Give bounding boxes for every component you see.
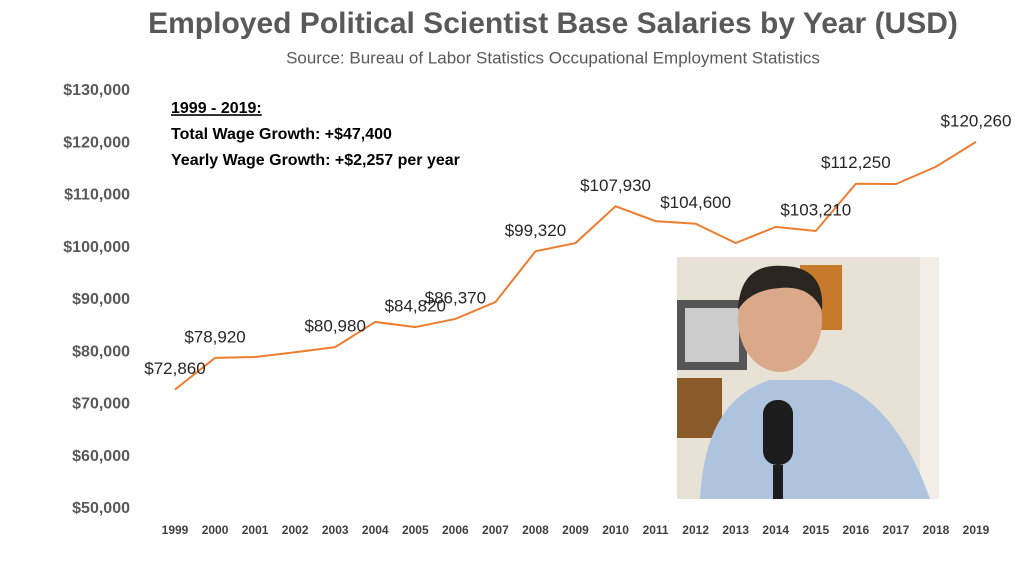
- x-tick-label: 2012: [682, 523, 709, 537]
- x-tick-label: 2009: [562, 523, 589, 537]
- data-label: $104,600: [660, 193, 731, 212]
- y-tick-label: $120,000: [63, 134, 130, 151]
- y-tick-label: $110,000: [64, 187, 130, 204]
- x-tick-label: 2003: [322, 523, 349, 537]
- data-label: $78,920: [184, 327, 245, 346]
- x-tick-label: 2004: [362, 523, 389, 537]
- y-tick-label: $130,000: [63, 82, 130, 99]
- x-tick-label: 2001: [242, 523, 269, 537]
- data-line: [174, 141, 977, 391]
- y-tick-label: $50,000: [72, 500, 130, 517]
- x-tick-label: 2018: [923, 523, 950, 537]
- y-tick-label: $70,000: [72, 396, 130, 413]
- data-label: $107,930: [580, 176, 651, 195]
- data-label: $84,820: [385, 297, 446, 316]
- x-tick-label: 2010: [602, 523, 629, 537]
- x-tick-label: 2014: [762, 523, 789, 537]
- data-label: $103,210: [780, 200, 851, 219]
- x-tick-label: 1999: [162, 523, 189, 537]
- x-tick-label: 2008: [522, 523, 549, 537]
- data-label: $112,250: [821, 153, 891, 172]
- annotation: 1999 - 2019:: [171, 100, 262, 117]
- x-tick-label: 2013: [722, 523, 749, 537]
- y-tick-label: $100,000: [63, 239, 130, 256]
- data-label: $120,260: [941, 111, 1012, 130]
- x-tick-label: 2006: [442, 523, 469, 537]
- x-tick-label: 2000: [202, 523, 229, 537]
- chart-title: Employed Political Scientist Base Salari…: [148, 7, 958, 40]
- x-tick-label: 2015: [802, 523, 829, 537]
- y-tick-label: $60,000: [72, 448, 130, 465]
- data-label: $72,860: [144, 359, 205, 378]
- x-tick-label: 2002: [282, 523, 309, 537]
- x-tick-label: 2016: [842, 523, 869, 537]
- x-tick-label: 2017: [883, 523, 910, 537]
- data-label: $80,980: [304, 317, 365, 336]
- y-tick-label: $90,000: [72, 291, 130, 308]
- y-tick-label: $80,000: [72, 343, 130, 360]
- x-tick-label: 2019: [963, 523, 990, 537]
- annotation: Total Wage Growth: +$47,400: [171, 126, 392, 143]
- webcam-inset: [677, 257, 939, 499]
- data-label: $86,370: [425, 288, 486, 307]
- x-tick-label: 2005: [402, 523, 429, 537]
- x-tick-label: 2007: [482, 523, 509, 537]
- data-label: $99,320: [505, 221, 566, 240]
- annotation: Yearly Wage Growth: +$2,257 per year: [171, 152, 460, 169]
- chart-subtitle: Source: Bureau of Labor Statistics Occup…: [286, 48, 820, 67]
- x-tick-label: 2011: [643, 523, 669, 537]
